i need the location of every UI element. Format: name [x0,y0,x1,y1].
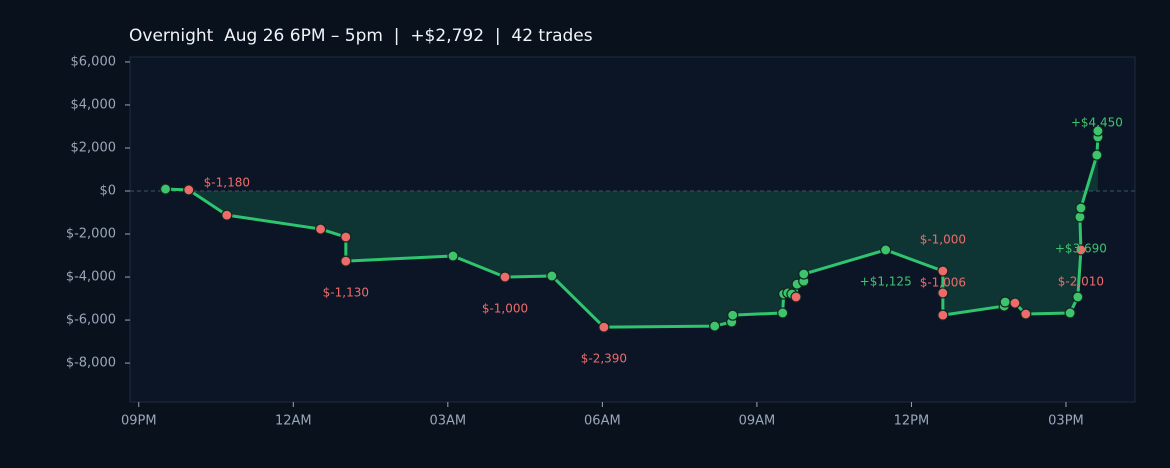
annotation: $-2,390 [581,352,627,366]
trade-marker [340,231,352,243]
trade-marker [1020,308,1032,320]
annotation: +$4,450 [1071,115,1123,129]
trade-marker [790,291,802,303]
trade-marker [1064,307,1076,319]
y-tick-label: $-8,000 [66,356,116,371]
trade-marker [880,244,892,256]
area [165,130,1098,328]
trade-marker [340,255,352,267]
x-tick-label: 09AM [739,414,776,429]
trade-marker [1092,125,1104,137]
trade-marker [1075,244,1087,256]
trade-marker [709,320,721,332]
y-tick-label: $2,000 [71,140,117,155]
trade-marker [1072,291,1084,303]
y-tick-label: $4,000 [71,97,117,112]
trade-marker [777,307,789,319]
y-tick-label: $0 [99,183,116,198]
trade-marker [937,309,949,321]
annotation: +$3,690 [1055,242,1107,256]
y-tick-label: $-4,000 [66,270,116,285]
trade-marker [598,321,610,333]
trade-marker [1091,149,1103,161]
trade-marker [159,183,172,195]
trade-marker [447,250,459,262]
trade-marker [798,268,810,280]
annotation: $-2,010 [1058,275,1104,289]
x-tick-label: 03PM [1048,414,1084,429]
trade-marker [183,184,195,196]
x-tick-label: 03AM [430,414,467,429]
trade-marker [499,271,511,283]
trade-marker [1074,211,1086,223]
trade-marker [937,265,949,277]
annotation: $-1,000 [482,302,528,316]
annotation: $-1,180 [204,175,250,189]
x-tick-label: 12PM [894,414,930,429]
trade-marker [1009,297,1021,309]
x-tick-label: 12AM [275,414,312,429]
x-tick-label: 09PM [121,414,157,429]
y-tick-label: $6,000 [71,54,117,69]
trade-marker [221,209,233,221]
chart-title: Overnight Aug 26 6PM – 5pm | +$2,792 | 4… [129,26,593,46]
annotation: +$1,125 [860,275,912,289]
trade-marker [546,270,558,282]
trade-marker [999,296,1011,308]
annotation: $-1,006 [920,276,966,290]
x-tick-label: 06AM [584,414,621,429]
annotation: $-1,000 [920,233,966,247]
trade-marker [314,223,327,235]
trade-marker [727,309,739,321]
trade-marker [1075,202,1087,214]
y-tick-label: $-6,000 [66,313,116,328]
y-tick-label: $-2,000 [66,227,116,242]
trade-marker [937,287,949,299]
annotation: $-1,130 [323,286,369,300]
